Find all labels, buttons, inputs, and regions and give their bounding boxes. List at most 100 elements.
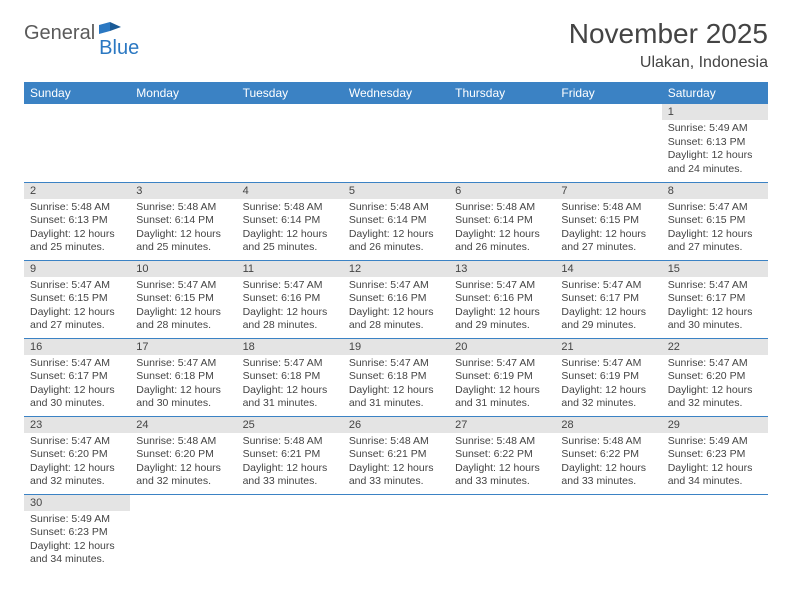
weekday-header-row: Sunday Monday Tuesday Wednesday Thursday…: [24, 82, 768, 104]
day-cell: 7Sunrise: 5:48 AMSunset: 6:15 PMDaylight…: [555, 182, 661, 260]
sunset-text: Sunset: 6:22 PM: [561, 448, 655, 462]
daylight-text-2: and 30 minutes.: [136, 397, 230, 411]
day-cell: 5Sunrise: 5:48 AMSunset: 6:14 PMDaylight…: [343, 182, 449, 260]
sunrise-text: Sunrise: 5:47 AM: [30, 435, 124, 449]
sunset-text: Sunset: 6:23 PM: [668, 448, 762, 462]
day-number: 2: [24, 183, 130, 199]
daylight-text-2: and 33 minutes.: [243, 475, 337, 489]
day-number: 15: [662, 261, 768, 277]
daylight-text-1: Daylight: 12 hours: [349, 306, 443, 320]
empty-cell: [237, 104, 343, 182]
empty-cell: [343, 104, 449, 182]
day-details: Sunrise: 5:48 AMSunset: 6:20 PMDaylight:…: [130, 433, 236, 494]
day-cell: 28Sunrise: 5:48 AMSunset: 6:22 PMDayligh…: [555, 416, 661, 494]
day-details: Sunrise: 5:48 AMSunset: 6:14 PMDaylight:…: [343, 199, 449, 260]
daylight-text-2: and 33 minutes.: [349, 475, 443, 489]
day-cell: 2Sunrise: 5:48 AMSunset: 6:13 PMDaylight…: [24, 182, 130, 260]
weekday-fri: Friday: [555, 82, 661, 104]
sunrise-text: Sunrise: 5:47 AM: [243, 279, 337, 293]
sunset-text: Sunset: 6:18 PM: [349, 370, 443, 384]
sunrise-text: Sunrise: 5:48 AM: [243, 435, 337, 449]
empty-cell: [130, 104, 236, 182]
sunrise-text: Sunrise: 5:48 AM: [349, 435, 443, 449]
weekday-mon: Monday: [130, 82, 236, 104]
weekday-thu: Thursday: [449, 82, 555, 104]
day-details: Sunrise: 5:47 AMSunset: 6:15 PMDaylight:…: [662, 199, 768, 260]
sunrise-text: Sunrise: 5:49 AM: [30, 513, 124, 527]
week-row: 23Sunrise: 5:47 AMSunset: 6:20 PMDayligh…: [24, 416, 768, 494]
day-details: Sunrise: 5:48 AMSunset: 6:15 PMDaylight:…: [555, 199, 661, 260]
daylight-text-1: Daylight: 12 hours: [561, 228, 655, 242]
day-cell: 24Sunrise: 5:48 AMSunset: 6:20 PMDayligh…: [130, 416, 236, 494]
day-number: 18: [237, 339, 343, 355]
day-details: Sunrise: 5:47 AMSunset: 6:18 PMDaylight:…: [343, 355, 449, 416]
day-number: 3: [130, 183, 236, 199]
daylight-text-1: Daylight: 12 hours: [30, 306, 124, 320]
day-details: Sunrise: 5:47 AMSunset: 6:16 PMDaylight:…: [343, 277, 449, 338]
empty-cell: [449, 494, 555, 572]
day-cell: 30Sunrise: 5:49 AMSunset: 6:23 PMDayligh…: [24, 494, 130, 572]
day-number: 19: [343, 339, 449, 355]
daylight-text-2: and 32 minutes.: [561, 397, 655, 411]
day-cell: 6Sunrise: 5:48 AMSunset: 6:14 PMDaylight…: [449, 182, 555, 260]
day-number: 25: [237, 417, 343, 433]
day-cell: 11Sunrise: 5:47 AMSunset: 6:16 PMDayligh…: [237, 260, 343, 338]
day-details: Sunrise: 5:49 AMSunset: 6:23 PMDaylight:…: [24, 511, 130, 572]
day-cell: 19Sunrise: 5:47 AMSunset: 6:18 PMDayligh…: [343, 338, 449, 416]
day-cell: 17Sunrise: 5:47 AMSunset: 6:18 PMDayligh…: [130, 338, 236, 416]
day-cell: 20Sunrise: 5:47 AMSunset: 6:19 PMDayligh…: [449, 338, 555, 416]
daylight-text-1: Daylight: 12 hours: [30, 384, 124, 398]
day-number: 22: [662, 339, 768, 355]
logo: GeneralBlue: [24, 22, 139, 60]
location: Ulakan, Indonesia: [569, 54, 768, 72]
day-details: Sunrise: 5:47 AMSunset: 6:16 PMDaylight:…: [449, 277, 555, 338]
sunset-text: Sunset: 6:15 PM: [668, 214, 762, 228]
day-number: 30: [24, 495, 130, 511]
day-number: 6: [449, 183, 555, 199]
sunset-text: Sunset: 6:13 PM: [668, 136, 762, 150]
day-details: Sunrise: 5:48 AMSunset: 6:13 PMDaylight:…: [24, 199, 130, 260]
day-cell: 13Sunrise: 5:47 AMSunset: 6:16 PMDayligh…: [449, 260, 555, 338]
day-number: 12: [343, 261, 449, 277]
sunrise-text: Sunrise: 5:48 AM: [455, 201, 549, 215]
daylight-text-1: Daylight: 12 hours: [136, 384, 230, 398]
day-details: Sunrise: 5:47 AMSunset: 6:17 PMDaylight:…: [555, 277, 661, 338]
daylight-text-2: and 25 minutes.: [30, 241, 124, 255]
sunset-text: Sunset: 6:16 PM: [243, 292, 337, 306]
empty-cell: [555, 494, 661, 572]
sunrise-text: Sunrise: 5:48 AM: [136, 201, 230, 215]
daylight-text-1: Daylight: 12 hours: [455, 462, 549, 476]
sunrise-text: Sunrise: 5:47 AM: [668, 201, 762, 215]
sunset-text: Sunset: 6:18 PM: [243, 370, 337, 384]
day-number: 13: [449, 261, 555, 277]
empty-cell: [237, 494, 343, 572]
daylight-text-1: Daylight: 12 hours: [243, 384, 337, 398]
daylight-text-2: and 29 minutes.: [561, 319, 655, 333]
daylight-text-2: and 25 minutes.: [243, 241, 337, 255]
day-details: Sunrise: 5:47 AMSunset: 6:20 PMDaylight:…: [662, 355, 768, 416]
daylight-text-2: and 27 minutes.: [668, 241, 762, 255]
sunset-text: Sunset: 6:21 PM: [349, 448, 443, 462]
empty-cell: [555, 104, 661, 182]
sunset-text: Sunset: 6:13 PM: [30, 214, 124, 228]
day-number: 9: [24, 261, 130, 277]
day-cell: 27Sunrise: 5:48 AMSunset: 6:22 PMDayligh…: [449, 416, 555, 494]
sunset-text: Sunset: 6:15 PM: [561, 214, 655, 228]
sunrise-text: Sunrise: 5:48 AM: [455, 435, 549, 449]
day-number: 17: [130, 339, 236, 355]
day-cell: 1Sunrise: 5:49 AMSunset: 6:13 PMDaylight…: [662, 104, 768, 182]
sunset-text: Sunset: 6:19 PM: [455, 370, 549, 384]
daylight-text-2: and 33 minutes.: [455, 475, 549, 489]
day-cell: 29Sunrise: 5:49 AMSunset: 6:23 PMDayligh…: [662, 416, 768, 494]
day-number: 10: [130, 261, 236, 277]
sunrise-text: Sunrise: 5:49 AM: [668, 122, 762, 136]
day-cell: 21Sunrise: 5:47 AMSunset: 6:19 PMDayligh…: [555, 338, 661, 416]
day-cell: 23Sunrise: 5:47 AMSunset: 6:20 PMDayligh…: [24, 416, 130, 494]
daylight-text-1: Daylight: 12 hours: [668, 462, 762, 476]
day-details: Sunrise: 5:47 AMSunset: 6:16 PMDaylight:…: [237, 277, 343, 338]
day-number: 8: [662, 183, 768, 199]
sunrise-text: Sunrise: 5:47 AM: [349, 357, 443, 371]
sunrise-text: Sunrise: 5:47 AM: [455, 279, 549, 293]
daylight-text-2: and 24 minutes.: [668, 163, 762, 177]
logo-text-general: General: [24, 22, 95, 45]
